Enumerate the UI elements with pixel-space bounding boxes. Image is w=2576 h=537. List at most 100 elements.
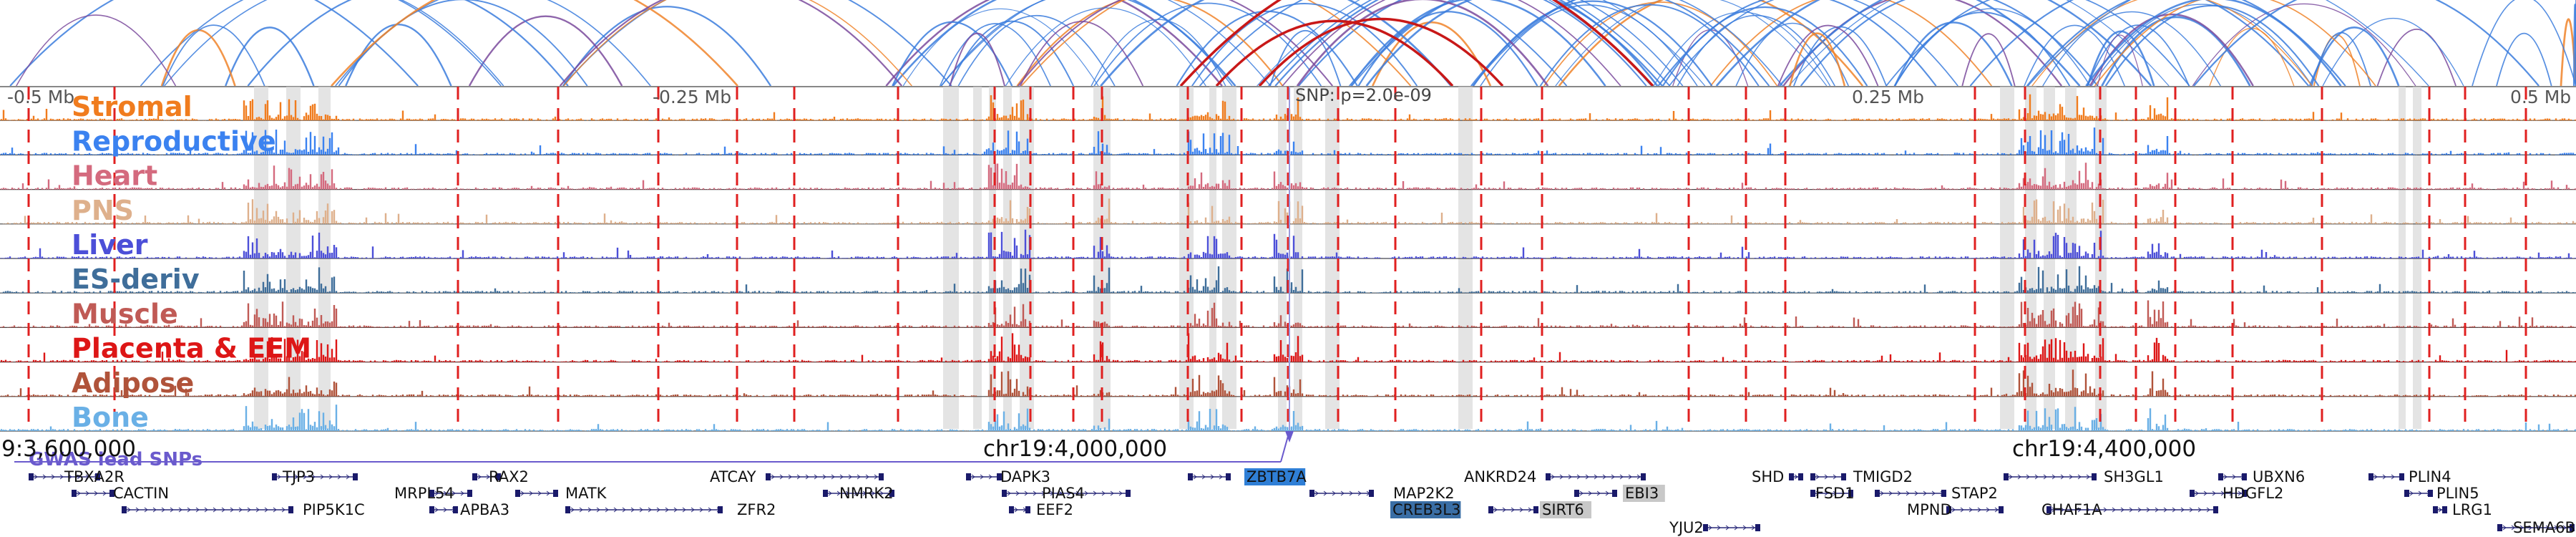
loop-arc xyxy=(1735,22,1850,87)
exon-block xyxy=(1841,473,1846,480)
strand-arrow xyxy=(460,490,464,496)
gene-label: YJU2 xyxy=(1669,519,1704,536)
strand-arrow xyxy=(77,490,81,496)
strand-arrow xyxy=(277,474,281,480)
strand-arrow xyxy=(2438,507,2442,513)
strand-arrow xyxy=(1628,474,1632,480)
strand-arrow xyxy=(2112,507,2116,513)
exon-block xyxy=(1533,506,1538,513)
strand-arrow xyxy=(1357,490,1362,496)
gene-rax2: RAX2 xyxy=(472,468,529,485)
track-es-deriv xyxy=(0,266,2576,294)
gene-zbtb7a: ZBTB7A xyxy=(1188,468,1307,485)
loop-arc xyxy=(559,0,903,87)
strand-arrow xyxy=(2060,507,2064,513)
strand-arrow xyxy=(85,490,89,496)
track-signal xyxy=(0,198,2576,224)
gene-label: UBXN6 xyxy=(2253,468,2305,485)
strand-arrow xyxy=(102,490,107,496)
strand-arrow xyxy=(1725,525,1729,531)
strand-arrow xyxy=(648,507,652,513)
exon-block xyxy=(1025,506,1030,513)
loop-arc xyxy=(1709,0,1993,87)
strand-arrow xyxy=(2051,474,2056,480)
strand-arrow xyxy=(238,507,243,513)
track-signal xyxy=(0,94,2576,121)
strand-arrow xyxy=(477,474,482,480)
loop-arc xyxy=(1715,0,2081,87)
strand-arrow xyxy=(221,507,225,513)
strand-arrow xyxy=(1349,490,1353,496)
loop-arc xyxy=(1662,6,1868,87)
strand-arrow xyxy=(1314,490,1319,496)
loop-arc xyxy=(1777,24,1879,87)
strand-arrow xyxy=(1815,490,1820,496)
exon-block xyxy=(29,473,34,480)
strand-arrow xyxy=(828,490,832,496)
loop-arc xyxy=(562,6,772,87)
strand-arrow xyxy=(2232,474,2236,480)
exon-block xyxy=(95,473,100,480)
loop-arc xyxy=(2376,29,2457,87)
loop-arc xyxy=(892,0,1236,87)
gene-label: TBXA2R xyxy=(64,468,125,485)
strand-arrow xyxy=(59,474,64,480)
loop-arc xyxy=(1555,0,1828,87)
scale-label-minus-0-5mb: -0.5 Mb xyxy=(7,87,74,107)
loop-arc xyxy=(1093,2,1322,87)
loop-arc xyxy=(1018,0,1333,87)
track-label-placenta-eem: Placenta & EEM xyxy=(72,333,311,364)
strand-arrow xyxy=(1824,490,1828,496)
exon-block xyxy=(2399,473,2404,480)
loop-arc xyxy=(1350,0,1606,87)
scale-labels: -0.5 Mb -0.25 Mb 0.25 Mb 0.5 Mb SNP: p=2… xyxy=(7,85,2571,107)
strand-arrow xyxy=(1602,474,1606,480)
gene-fsd1: FSD1 xyxy=(1810,485,1855,502)
loop-arc xyxy=(2193,0,2540,87)
gene-label: ANKRD24 xyxy=(1464,468,1536,485)
genome-coordinates: 9:3,600,000 chr19:4,000,000 chr19:4,400,… xyxy=(1,436,2196,462)
loop-arc xyxy=(1199,0,1568,87)
strand-arrow xyxy=(1841,490,1845,496)
strand-arrow xyxy=(708,507,712,513)
strand-arrow xyxy=(682,507,686,513)
exon-block xyxy=(966,473,971,480)
strand-arrow xyxy=(980,474,984,480)
strand-arrow xyxy=(988,474,992,480)
loop-arc xyxy=(2472,0,2576,87)
strand-arrow xyxy=(831,474,835,480)
strand-arrow xyxy=(1519,507,1523,513)
loop-arc xyxy=(885,0,1223,87)
strand-arrow xyxy=(814,474,818,480)
gene-label: RAX2 xyxy=(489,468,529,485)
gene-annotation-track: TBXA2R TJP3 RAX2 ATCAY DAPK3 ZBTB7A ANKRD24 SHD… xyxy=(29,468,2575,536)
exon-block xyxy=(429,506,434,513)
strand-arrow xyxy=(2094,507,2099,513)
strand-arrow xyxy=(68,474,72,480)
strand-arrow xyxy=(2409,490,2414,496)
loop-arc xyxy=(948,20,1074,87)
strand-arrow xyxy=(1041,490,1045,496)
peak-marker-lines xyxy=(27,87,2527,430)
gene-label: HDGFL2 xyxy=(2223,485,2283,502)
exon-block xyxy=(496,473,501,480)
loop-arc xyxy=(902,8,1099,87)
strand-arrow xyxy=(2051,507,2056,513)
strand-arrow xyxy=(1007,490,1011,496)
track-label-heart: Heart xyxy=(72,160,157,192)
scale-label-minus-0-25mb: -0.25 Mb xyxy=(653,87,731,107)
track-heart xyxy=(0,163,2576,190)
strand-arrow xyxy=(613,507,618,513)
loop-arc xyxy=(2085,0,2342,87)
exon-block xyxy=(1009,506,1014,513)
gene-highlight xyxy=(1390,501,1461,518)
strand-arrow xyxy=(230,507,234,513)
exon-block xyxy=(1309,490,1314,497)
strand-arrow xyxy=(77,474,81,480)
strand-arrow xyxy=(1751,525,1755,531)
scale-label-plus-0-5mb: 0.5 Mb xyxy=(2510,87,2571,107)
strand-arrow xyxy=(2137,507,2142,513)
loop-arc xyxy=(225,26,315,87)
strand-arrow xyxy=(2545,525,2550,531)
strand-arrow xyxy=(971,474,975,480)
